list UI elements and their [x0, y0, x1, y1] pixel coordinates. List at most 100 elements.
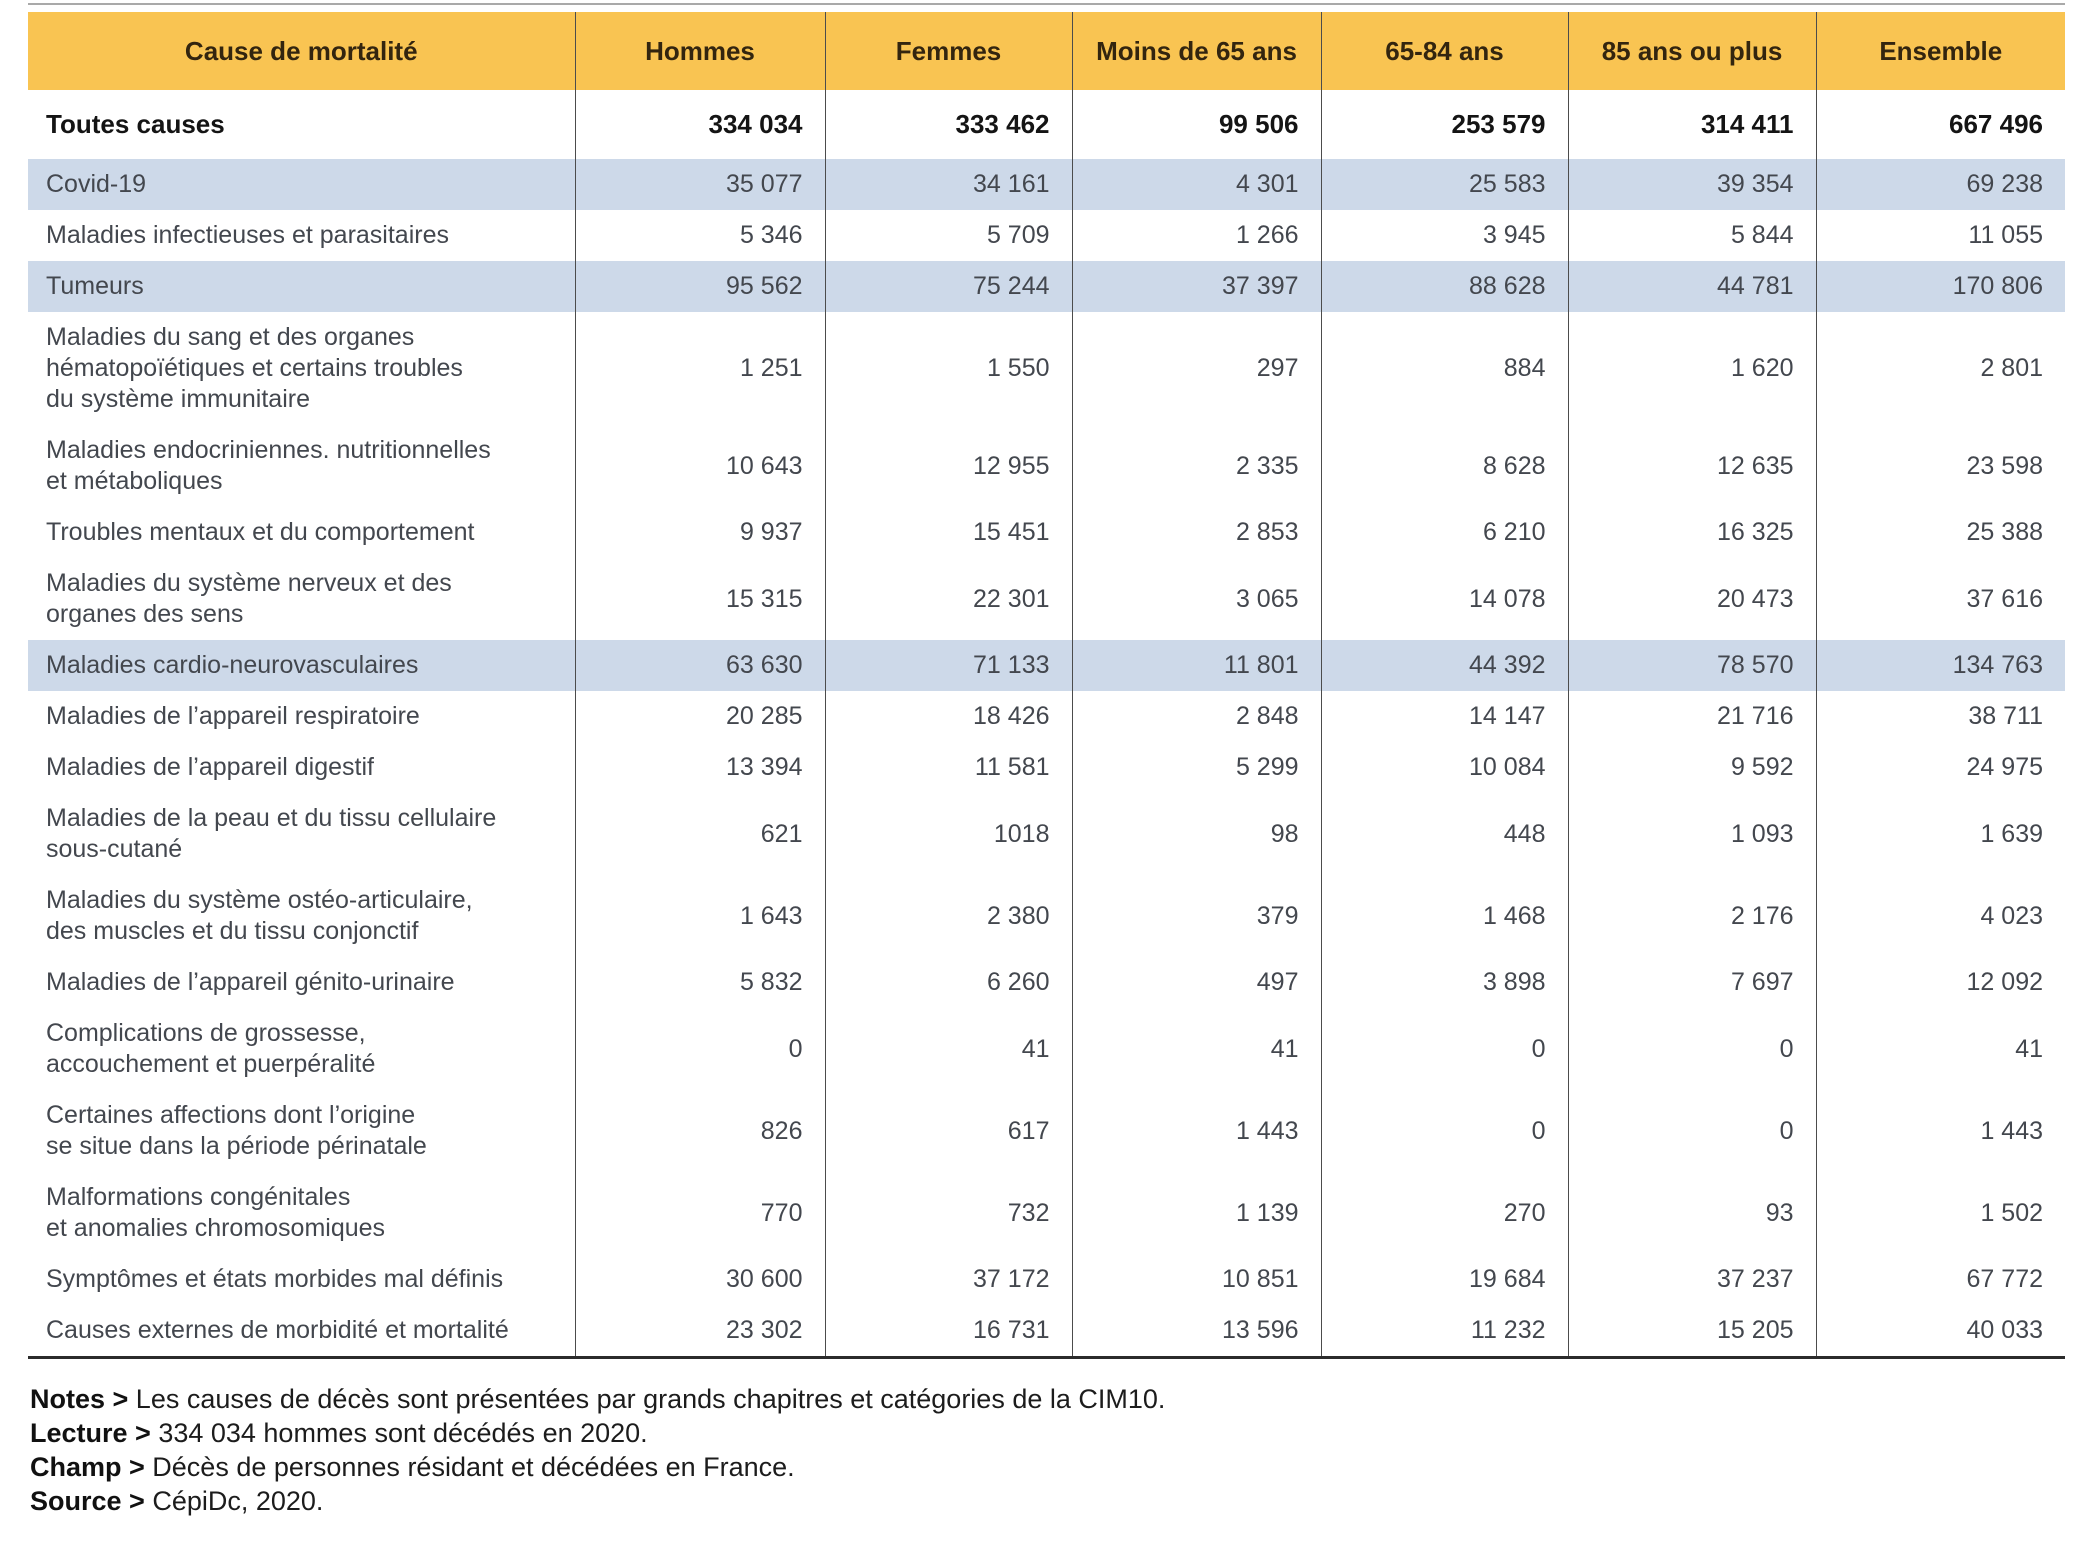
table-row-maladies-de-l-appareil-value: 5 832: [574, 957, 825, 1008]
table-row-maladies-de-la-peau-value: 1 639: [1815, 793, 2065, 875]
table-row-maladies-du-sang-et: Maladies du sang et des organes hématopo…: [28, 312, 2065, 425]
note-text: 334 034 hommes sont décédés en 2020.: [150, 1418, 648, 1448]
table-row-maladies-endocriniennes-nutritionnelles-et-value: 12 955: [824, 425, 1072, 507]
table-row-certaines-affections-dont-l-value: 617: [824, 1090, 1072, 1172]
table-row-symptomes-et-etats-morbides-value: 37 172: [824, 1254, 1072, 1305]
table-row-causes-externes-de-morbidite-value: 40 033: [1815, 1305, 2065, 1359]
table-row-symptomes-et-etats-morbides-value: 19 684: [1320, 1254, 1568, 1305]
table-row-maladies-de-l-appareil-value: 6 260: [824, 957, 1072, 1008]
table-row-maladies-cardio-neurovasculaires-value: 71 133: [824, 640, 1072, 691]
table-row-maladies-du-systeme-osteo-value: 1 468: [1320, 875, 1568, 957]
table-row-certaines-affections-dont-l-value: 1 443: [1071, 1090, 1321, 1172]
table-row-maladies-du-sang-et-value: 1 550: [824, 312, 1072, 425]
table-row-maladies-du-systeme-osteo-value: 4 023: [1815, 875, 2065, 957]
table-row-maladies-du-systeme-nerveux: Maladies du système nerveux et des organ…: [28, 558, 2065, 640]
table-row-causes-externes-de-morbidite-value: 15 205: [1567, 1305, 1816, 1359]
table-row-tumeurs: Tumeurs 95 562 75 244 37 397 88 628 44 781 170…: [28, 261, 2065, 312]
notes-section: Notes > Les causes de décès sont présent…: [30, 1382, 1165, 1518]
table-row-maladies-de-l-appareil: Maladies de l’appareil respiratoire 20 28…: [28, 691, 2065, 742]
table-row-maladies-de-la-peau-value: 1 093: [1567, 793, 1816, 875]
table-row-maladies-de-l-appareil-value: 3 898: [1320, 957, 1568, 1008]
table-row-maladies-infectieuses-et-parasitaires-value: 11 055: [1815, 210, 2065, 261]
table-row-causes-externes-de-morbidite-value: 11 232: [1320, 1305, 1568, 1359]
table-row-maladies-cardio-neurovasculaires-value: 134 763: [1815, 640, 2065, 691]
table-row-maladies-cardio-neurovasculaires-label: Maladies cardio-neurovasculaires: [28, 640, 575, 691]
total-row-value: 314 411: [1567, 90, 1816, 159]
table-row-covid-19-value: 35 077: [574, 159, 825, 210]
table-row-covid-19-value: 4 301: [1071, 159, 1321, 210]
table-row-maladies-de-l-appareil-value: 10 084: [1320, 742, 1568, 793]
total-row-value: 333 462: [824, 90, 1072, 159]
table-row-symptomes-et-etats-morbides-label: Symptômes et états morbides mal définis: [46, 1265, 504, 1293]
table-row-maladies-du-sang-et-value: 2 801: [1815, 312, 2065, 425]
table-row-maladies-de-l-appareil-value: 7 697: [1567, 957, 1816, 1008]
table-row-tumeurs-value: 44 781: [1567, 261, 1816, 312]
table-row-maladies-infectieuses-et-parasitaires-value: 3 945: [1320, 210, 1568, 261]
table-body: Toutes causes 334 034 333 462 99 506 253 579…: [28, 90, 2065, 1359]
table-row-malformations-congenitales-et-anomalies: Malformations congénitales et anomalies …: [28, 1172, 2065, 1254]
table-row-maladies-de-l-appareil-value: 24 975: [1815, 742, 2065, 793]
table-row-causes-externes-de-morbidite-label: Causes externes de morbidité et mortalit…: [28, 1305, 575, 1359]
table-row-maladies-du-systeme-nerveux-value: 14 078: [1320, 558, 1568, 640]
table-row-complications-de-grossesse-accouchement-value: 41: [824, 1008, 1072, 1090]
table-row-maladies-de-la-peau-label: Maladies de la peau et du tissu cellulai…: [46, 804, 497, 863]
table-row-maladies-du-systeme-osteo-value: 2 380: [824, 875, 1072, 957]
table-row-maladies-de-la-peau: Maladies de la peau et du tissu cellulai…: [28, 793, 2065, 875]
table-row-covid-19-value: 34 161: [824, 159, 1072, 210]
table-row-symptomes-et-etats-morbides-value: 67 772: [1815, 1254, 2065, 1305]
table-header: Cause de mortalité Hommes Femmes Moins de 6…: [28, 12, 2065, 90]
mortality-table: Cause de mortalité Hommes Femmes Moins de 6…: [28, 12, 2065, 1359]
table-row-maladies-infectieuses-et-parasitaires-label: Maladies infectieuses et parasitaires: [46, 221, 449, 249]
column-header-85-ans-ou-plus: 85 ans ou plus: [1567, 12, 1816, 90]
table-row-causes-externes-de-morbidite: Causes externes de morbidité et mortalit…: [28, 1305, 2065, 1359]
table-row-complications-de-grossesse-accouchement-value: 0: [574, 1008, 825, 1090]
table-row-maladies-de-l-appareil-value: 18 426: [824, 691, 1072, 742]
table-row-maladies-cardio-neurovasculaires-value: 78 570: [1567, 640, 1816, 691]
note-line-champ: Champ > Décès de personnes résidant et d…: [30, 1450, 1165, 1484]
table-row-maladies-cardio-neurovasculaires-value: 11 801: [1071, 640, 1321, 691]
table-row-maladies-de-la-peau-value: 98: [1071, 793, 1321, 875]
table-row-malformations-congenitales-et-anomalies-value: 93: [1567, 1172, 1816, 1254]
column-header-65-84-ans: 65-84 ans: [1320, 12, 1568, 90]
table-row-malformations-congenitales-et-anomalies-value: 770: [574, 1172, 825, 1254]
note-text: CépiDc, 2020.: [144, 1486, 324, 1516]
table-row-maladies-de-l-appareil-value: 21 716: [1567, 691, 1816, 742]
table-row-tumeurs-label: Tumeurs: [28, 261, 575, 312]
total-row-label: Toutes causes: [46, 109, 225, 139]
note-line-source: Source > CépiDc, 2020.: [30, 1484, 1165, 1518]
note-label: Champ >: [30, 1452, 145, 1482]
table-row-maladies-de-l-appareil-value: 20 285: [574, 691, 825, 742]
table-row-maladies-de-l-appareil-value: 14 147: [1320, 691, 1568, 742]
table-row-malformations-congenitales-et-anomalies-value: 1 502: [1815, 1172, 2065, 1254]
top-rule: [28, 3, 2065, 5]
table-row-symptomes-et-etats-morbides-value: 10 851: [1071, 1254, 1321, 1305]
table-row-covid-19-value: 69 238: [1815, 159, 2065, 210]
table-row-maladies-infectieuses-et-parasitaires-value: 1 266: [1071, 210, 1321, 261]
table-row-maladies-endocriniennes-nutritionnelles-et-value: 8 628: [1320, 425, 1568, 507]
table-row-complications-de-grossesse-accouchement-label: Complications de grossesse, accouchement…: [46, 1019, 376, 1078]
table-row-troubles-mentaux-et-du-value: 6 210: [1320, 507, 1568, 558]
table-row-maladies-cardio-neurovasculaires-value: 63 630: [574, 640, 825, 691]
table-row-tumeurs-value: 95 562: [574, 261, 825, 312]
table-row-maladies-du-systeme-osteo-value: 379: [1071, 875, 1321, 957]
note-line-notes: Notes > Les causes de décès sont présent…: [30, 1382, 1165, 1416]
table-row-causes-externes-de-morbidite-value: 13 596: [1071, 1305, 1321, 1359]
table-row-maladies-du-systeme-osteo: Maladies du système ostéo-articulaire, d…: [28, 875, 2065, 957]
table-row-maladies-du-systeme-nerveux-value: 20 473: [1567, 558, 1816, 640]
table-row-malformations-congenitales-et-anomalies-value: 732: [824, 1172, 1072, 1254]
table-row-maladies-du-systeme-nerveux-value: 37 616: [1815, 558, 2065, 640]
table-row-maladies-endocriniennes-nutritionnelles-et: Maladies endocriniennes. nutritionnelles…: [28, 425, 2065, 507]
table-row-troubles-mentaux-et-du-value: 2 853: [1071, 507, 1321, 558]
table-row-covid-19-value: 25 583: [1320, 159, 1568, 210]
table-row-complications-de-grossesse-accouchement-value: 41: [1071, 1008, 1321, 1090]
column-header-cause-de-mortalite: Cause de mortalité: [28, 12, 575, 90]
note-label: Lecture >: [30, 1418, 151, 1448]
table-row-complications-de-grossesse-accouchement-value: 0: [1567, 1008, 1816, 1090]
table-row-maladies-de-la-peau-value: 448: [1320, 793, 1568, 875]
table-row-causes-externes-de-morbidite-value: 23 302: [574, 1305, 825, 1359]
column-header-moins-de-65-ans: Moins de 65 ans: [1071, 12, 1321, 90]
table-row-maladies-de-l-appareil-value: 5 299: [1071, 742, 1321, 793]
table-row-maladies-de-la-peau-value: 1018: [824, 793, 1072, 875]
table-row-complications-de-grossesse-accouchement-value: 41: [1815, 1008, 2065, 1090]
